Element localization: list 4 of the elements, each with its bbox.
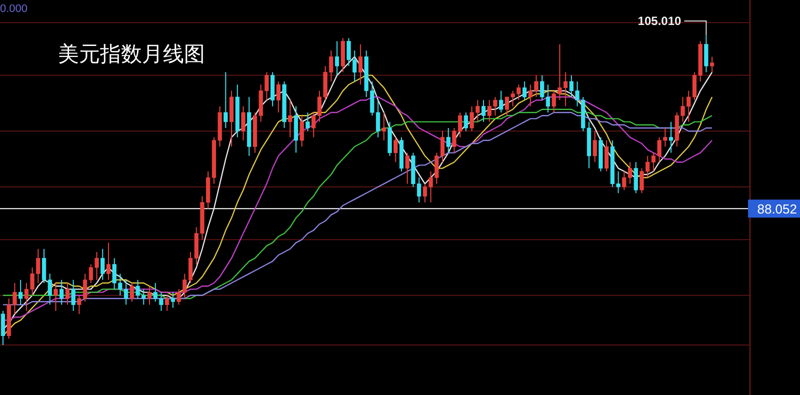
chart-title: 美元指数月线图 [58, 42, 205, 66]
text: 105.010 [638, 14, 682, 28]
text: 88.052 [757, 202, 797, 217]
text: 0.000 [0, 3, 28, 15]
